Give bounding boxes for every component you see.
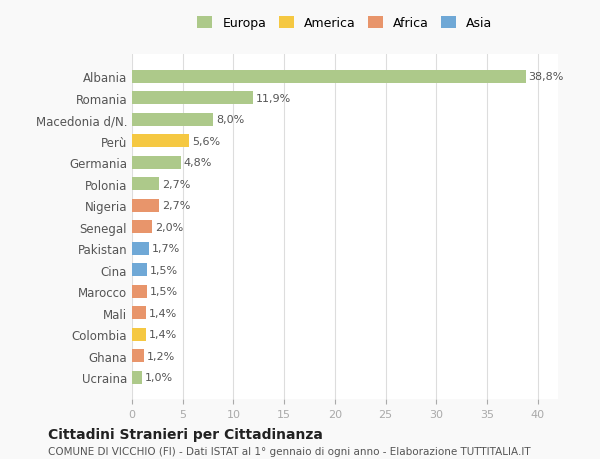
Text: 1,4%: 1,4% (149, 330, 178, 339)
Text: 5,6%: 5,6% (192, 136, 220, 146)
Text: 2,7%: 2,7% (163, 201, 191, 211)
Bar (132, 263, 147, 276)
Text: 1,5%: 1,5% (150, 286, 178, 297)
Text: 4,8%: 4,8% (184, 158, 212, 168)
Bar (132, 113, 213, 127)
Text: Cittadini Stranieri per Cittadinanza: Cittadini Stranieri per Cittadinanza (48, 427, 323, 442)
Text: 1,5%: 1,5% (150, 265, 178, 275)
Legend: Europa, America, Africa, Asia: Europa, America, Africa, Asia (197, 17, 493, 30)
Text: 1,4%: 1,4% (149, 308, 178, 318)
Bar (132, 328, 146, 341)
Bar (132, 221, 152, 234)
Bar (132, 135, 189, 148)
Bar (132, 71, 526, 84)
Text: 2,7%: 2,7% (163, 179, 191, 189)
Bar (132, 178, 160, 191)
Text: 38,8%: 38,8% (529, 72, 564, 82)
Bar (132, 371, 142, 384)
Bar (132, 285, 147, 298)
Bar (132, 92, 253, 105)
Bar (132, 349, 144, 362)
Text: 1,7%: 1,7% (152, 244, 181, 254)
Text: 1,0%: 1,0% (145, 372, 173, 382)
Bar (132, 242, 149, 255)
Bar (132, 307, 146, 319)
Text: 1,2%: 1,2% (147, 351, 175, 361)
Text: 2,0%: 2,0% (155, 222, 184, 232)
Text: 8,0%: 8,0% (216, 115, 244, 125)
Bar (132, 157, 181, 169)
Bar (132, 199, 160, 212)
Text: 11,9%: 11,9% (256, 94, 291, 104)
Text: COMUNE DI VICCHIO (FI) - Dati ISTAT al 1° gennaio di ogni anno - Elaborazione TU: COMUNE DI VICCHIO (FI) - Dati ISTAT al 1… (48, 447, 530, 456)
